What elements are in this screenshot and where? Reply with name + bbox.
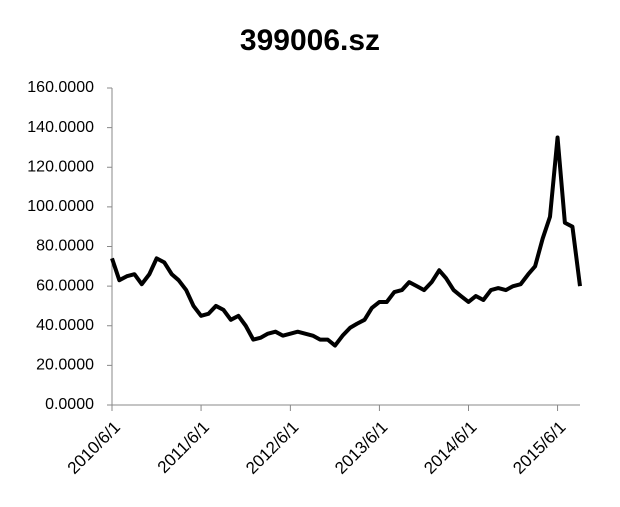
- y-tick-label: 0.0000: [45, 396, 94, 413]
- y-tick-label: 160.0000: [27, 79, 94, 96]
- data-line: [110, 135, 582, 348]
- y-tick-label: 140.0000: [27, 119, 94, 136]
- y-tick-label: 40.0000: [36, 317, 94, 334]
- y-tick-label: 20.0000: [36, 357, 94, 374]
- y-tick-label: 60.0000: [36, 277, 94, 294]
- x-tick-label: 2013/6/1: [331, 418, 391, 478]
- y-tick-label: 100.0000: [27, 198, 94, 215]
- y-tick-label: 120.0000: [27, 158, 94, 175]
- chart-title: 399006.sz: [240, 24, 380, 57]
- x-tick-label: 2015/6/1: [509, 418, 569, 478]
- x-tick-label: 2011/6/1: [154, 418, 213, 477]
- x-tick-label: 2014/6/1: [420, 418, 480, 478]
- y-tick-label: 80.0000: [36, 238, 94, 255]
- x-tick-label: 2010/6/1: [64, 418, 124, 478]
- x-tick-label: 2012/6/1: [242, 418, 302, 478]
